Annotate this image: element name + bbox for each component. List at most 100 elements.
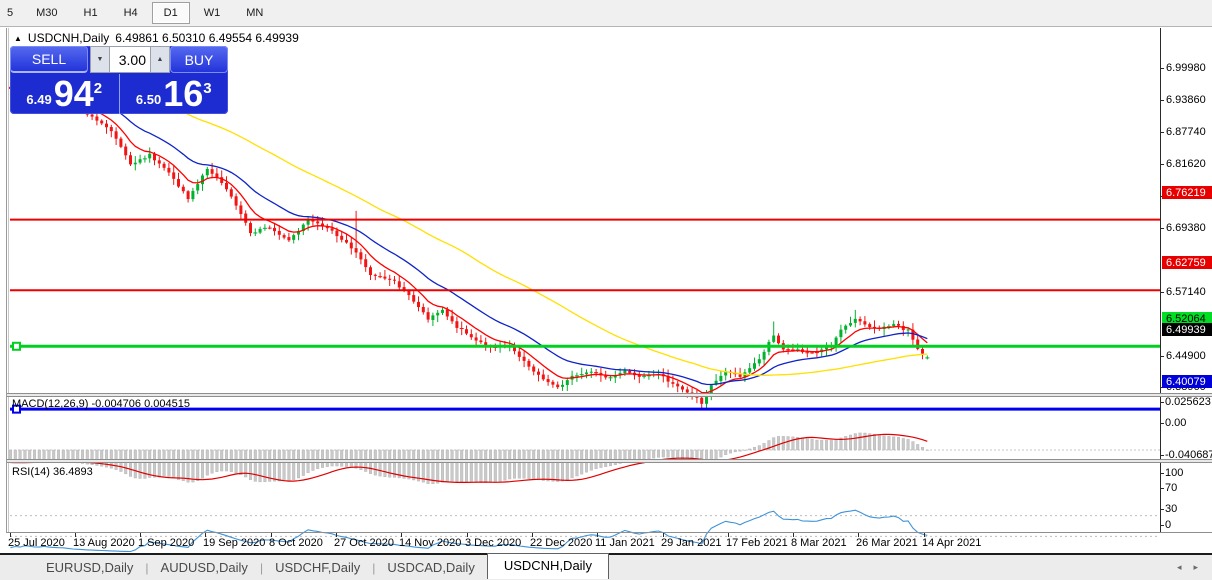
date-tick-label: 29 Jan 2021 (661, 537, 722, 549)
chart-tab-usdcad[interactable]: USDCAD,Daily (387, 560, 475, 575)
price-tick-label: 6.93860 (1166, 94, 1206, 106)
ema-8-line (10, 85, 928, 394)
volume-increase-icon[interactable]: ▲ (150, 46, 170, 73)
line-handle[interactable] (12, 404, 21, 414)
timeframe-toolbar: 5 M30 H1 H4 D1 W1 MN (0, 0, 1212, 27)
date-tick-label: 8 Oct 2020 (269, 537, 323, 549)
chart-tab-audusd[interactable]: AUDUSD,Daily (160, 560, 248, 575)
date-tick-label: 26 Mar 2021 (856, 537, 918, 549)
date-tick-label: 14 Apr 2021 (922, 537, 982, 549)
ohlc-values: 6.49861 6.50310 6.49554 6.49939 (115, 31, 299, 45)
rsi-label: RSI(14) 36.4893 (12, 466, 93, 478)
timeframe-w1[interactable]: W1 (203, 7, 221, 19)
date-tick-label: 8 Mar 2021 (791, 537, 847, 549)
rsi-scale-label: 70 (1165, 482, 1178, 494)
price-axis-border (1160, 28, 1161, 533)
date-tick-mark (728, 533, 729, 537)
date-tick-label: 13 Aug 2020 (73, 537, 135, 549)
tab-separator: | (259, 560, 264, 575)
price-tick-mark (1160, 100, 1164, 101)
date-tick-mark (663, 533, 664, 537)
date-tick-mark (401, 533, 402, 537)
price-tick-label: 6.69380 (1166, 222, 1206, 234)
price-tick-mark (1160, 164, 1164, 165)
macd-scale-label-tick (1160, 402, 1164, 403)
macd-scale-label: 0.00 (1165, 417, 1187, 429)
price-tick-label: 6.81620 (1166, 158, 1206, 170)
price-tick-label: 6.44900 (1166, 350, 1206, 362)
date-tick-label: 11 Jan 2021 (595, 537, 655, 549)
buy-price-pips: 16 (163, 73, 204, 114)
price-tag: 6.76219 (1162, 186, 1212, 199)
main-macd-splitter[interactable] (7, 393, 1212, 397)
date-tick-mark (924, 533, 925, 537)
rsi-scale-label: 30 (1165, 503, 1178, 515)
window-border-left (6, 28, 7, 533)
date-tick-label: 3 Dec 2020 (465, 537, 522, 549)
rsi-scale-label-tick (1160, 525, 1164, 526)
buy-button[interactable]: BUY (170, 46, 228, 73)
date-tick-mark (467, 533, 468, 537)
chart-tab-eurusd[interactable]: EURUSD,Daily (46, 560, 134, 575)
date-tick-label: 22 Dec 2020 (530, 537, 593, 549)
chart-tab-usdcnh[interactable]: USDCNH,Daily (486, 553, 609, 579)
tab-scroll-left-icon[interactable]: ◂ (1176, 562, 1182, 572)
rsi-scale-label: 0 (1165, 519, 1172, 531)
chart-title: ▲ USDCNH,Daily 6.49861 6.50310 6.49554 6… (14, 31, 299, 45)
price-tag: 6.49939 (1162, 323, 1212, 336)
rsi-scale-label-tick (1160, 488, 1164, 489)
buy-price-display[interactable]: 6.50 16 3 (120, 74, 229, 114)
date-tick-mark (793, 533, 794, 537)
macd-scale-label-tick (1160, 423, 1164, 424)
date-tick-mark (336, 533, 337, 537)
chart-tab-usdchf[interactable]: USDCHF,Daily (275, 560, 361, 575)
price-tag: 6.62759 (1162, 256, 1212, 269)
rsi-scale-label-tick (1160, 509, 1164, 510)
sell-button[interactable]: SELL (10, 46, 88, 73)
timeframe-d1[interactable]: D1 (151, 2, 190, 24)
sell-price-display[interactable]: 6.49 94 2 (10, 74, 120, 114)
date-tick-mark (205, 533, 206, 537)
window-border-left-inner (8, 28, 9, 533)
buy-price-base: 6.50 (135, 92, 162, 107)
date-tick-mark (271, 533, 272, 537)
line-handle[interactable] (12, 341, 21, 351)
date-tick-label: 25 Jul 2020 (8, 537, 65, 549)
date-tick-mark (858, 533, 859, 537)
timeframe-h1[interactable]: H1 (83, 7, 98, 19)
tab-separator: | (145, 560, 149, 575)
macd-layer (9, 432, 1160, 485)
price-tick-mark (1160, 132, 1164, 133)
macd-scale-label-tick (1160, 455, 1164, 456)
timeframe-m30[interactable]: M30 (36, 7, 58, 19)
chart-tabbar: EURUSD,Daily | AUDUSD,Daily | USDCHF,Daily | U… (0, 553, 1212, 580)
timeframe-mn[interactable]: MN (246, 7, 264, 19)
price-tick-label: 6.87740 (1166, 126, 1206, 138)
symbol-period-label: USDCNH,Daily (27, 31, 110, 45)
chart-window[interactable] (0, 27, 1212, 554)
sell-price-base: 6.49 (26, 92, 52, 107)
volume-input[interactable] (110, 46, 150, 73)
macd-scale-label: 0.025623 (1165, 396, 1211, 408)
date-tick-mark (75, 533, 76, 537)
date-tick-mark (532, 533, 533, 537)
date-tick-label: 14 Nov 2020 (399, 537, 462, 549)
panel-collapse-icon[interactable]: ▲ (14, 33, 22, 43)
timeframe-5[interactable]: 5 (7, 7, 14, 19)
tab-scroll-right-icon[interactable]: ▸ (1193, 562, 1198, 572)
macd-signal-line (10, 433, 928, 483)
volume-decrease-icon[interactable]: ▼ (90, 46, 110, 73)
sell-price-point: 2 (93, 80, 103, 97)
buy-price-point: 3 (203, 80, 212, 97)
price-tick-mark (1160, 292, 1164, 293)
date-tick-label: 27 Oct 2020 (334, 537, 394, 549)
volume-stepper: ▼ ▲ (90, 46, 170, 73)
price-tick-label: 6.57140 (1166, 286, 1206, 298)
macd-rsi-splitter[interactable] (7, 459, 1212, 463)
rsi-line (10, 509, 928, 553)
price-tag: 6.40079 (1162, 375, 1212, 388)
price-tick-mark (1160, 356, 1164, 357)
timeframe-h4[interactable]: H4 (123, 7, 138, 19)
